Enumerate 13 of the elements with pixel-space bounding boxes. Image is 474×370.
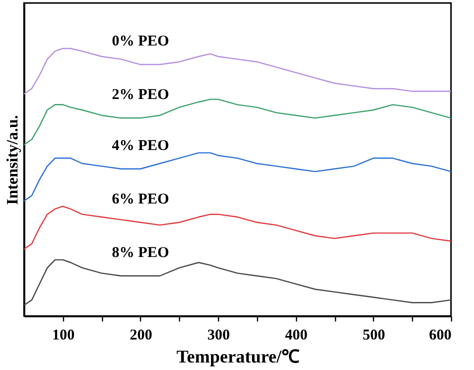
x-tick-label: 100 (52, 328, 75, 344)
series-label: 8% PEO (112, 244, 169, 261)
y-axis-title: Intensity/a.u. (4, 115, 22, 205)
series-label: 4% PEO (112, 138, 169, 154)
series-label: 2% PEO (112, 86, 169, 103)
x-tick-label: 400 (284, 328, 308, 344)
x-tick-label: 200 (130, 328, 152, 344)
series-label: 6% PEO (112, 191, 169, 208)
x-tick-label: 600 (429, 328, 452, 344)
x-tick-label: 500 (362, 328, 386, 344)
x-tick-label: 300 (207, 328, 230, 344)
series-label: 0% PEO (112, 33, 169, 50)
x-axis-title: Temperature/℃ (176, 346, 300, 366)
